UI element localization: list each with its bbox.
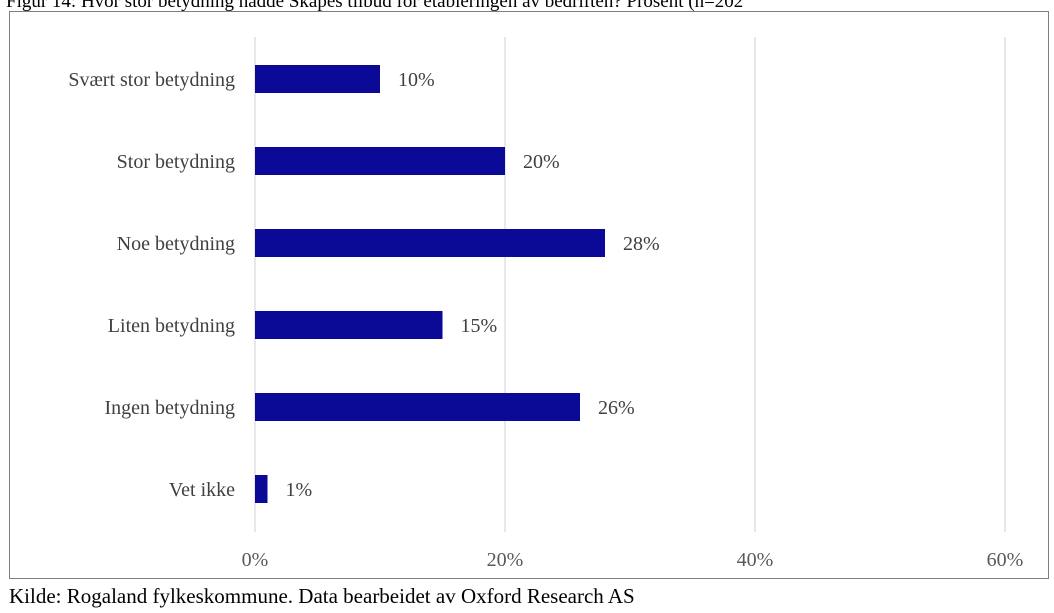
bars (255, 65, 605, 503)
x-tick-labels: 0% 20% 40% 60% (242, 549, 1024, 571)
figure-title: Figur 14: Hvor stor betydning hadde Skap… (6, 0, 744, 12)
x-tick-label: 40% (737, 549, 774, 571)
source-note: Kilde: Rogaland fylkeskommune. Data bear… (9, 584, 635, 608)
category-label: Ingen betydning (104, 397, 235, 419)
bar (255, 393, 580, 421)
gridlines (254, 37, 1006, 532)
bar (255, 475, 268, 503)
category-label: Liten betydning (108, 315, 235, 337)
category-label: Vet ikke (169, 479, 235, 501)
x-tick-label: 60% (987, 549, 1024, 571)
data-label: 28% (623, 233, 660, 255)
chart-frame (9, 11, 1049, 579)
bar (255, 65, 380, 93)
category-labels: Svært stor betydning Stor betydning Noe be… (68, 69, 235, 501)
data-label: 1% (286, 479, 313, 501)
data-label: 20% (523, 151, 560, 173)
bar (255, 147, 505, 175)
data-label: 10% (398, 69, 435, 91)
data-label: 26% (598, 397, 635, 419)
bar (255, 311, 443, 339)
x-tick-label: 20% (487, 549, 524, 571)
data-labels: 10% 20% 28% 15% 26% 1% (286, 69, 660, 501)
data-label: 15% (461, 315, 498, 337)
category-label: Noe betydning (117, 233, 235, 255)
category-label: Stor betydning (117, 151, 235, 173)
x-tick-label: 0% (242, 549, 269, 571)
category-label: Svært stor betydning (68, 69, 235, 91)
bar (255, 229, 605, 257)
